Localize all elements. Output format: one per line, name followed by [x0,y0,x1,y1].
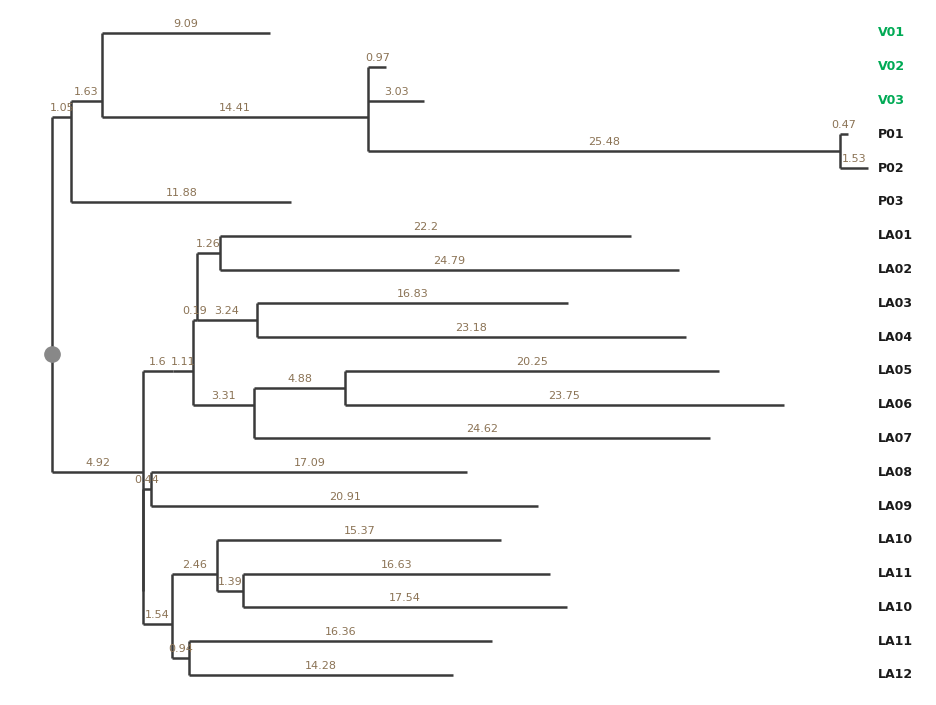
Text: 3.03: 3.03 [384,87,408,97]
Text: LA01: LA01 [877,229,913,243]
Text: 22.2: 22.2 [413,222,437,232]
Text: LA06: LA06 [877,398,912,411]
Text: 14.28: 14.28 [305,661,337,671]
Text: 16.36: 16.36 [324,627,356,637]
Text: LA11: LA11 [877,634,913,648]
Text: 24.79: 24.79 [432,255,465,266]
Text: LA10: LA10 [877,601,913,614]
Text: P01: P01 [877,128,903,141]
Text: 0.19: 0.19 [183,306,207,317]
Text: V01: V01 [877,27,904,39]
Text: 4.92: 4.92 [85,458,110,468]
Text: LA10: LA10 [877,534,913,546]
Text: 20.91: 20.91 [329,492,360,502]
Text: 16.63: 16.63 [380,560,412,570]
Text: LA08: LA08 [877,466,912,479]
Text: LA02: LA02 [877,263,913,276]
Text: 1.54: 1.54 [145,611,169,620]
Text: 16.83: 16.83 [396,289,428,300]
Text: 0.44: 0.44 [135,475,159,485]
Text: 17.09: 17.09 [293,458,325,468]
Text: 3.31: 3.31 [212,391,236,400]
Text: 1.26: 1.26 [196,238,221,249]
Text: 0.94: 0.94 [168,644,193,654]
Text: 11.88: 11.88 [166,188,197,198]
Text: 1.11: 1.11 [170,357,195,367]
Text: LA04: LA04 [877,331,913,343]
Text: 0.47: 0.47 [831,121,856,130]
Text: LA07: LA07 [877,432,913,445]
Text: 14.41: 14.41 [219,104,251,114]
Text: 3.24: 3.24 [214,306,239,317]
Text: 17.54: 17.54 [388,594,420,603]
Text: 1.53: 1.53 [841,154,865,164]
Text: 9.09: 9.09 [173,19,197,29]
Text: 1.39: 1.39 [217,577,242,587]
Text: LA05: LA05 [877,364,913,377]
Text: P02: P02 [877,161,903,175]
Text: 1.05: 1.05 [50,104,74,114]
Text: 23.75: 23.75 [548,391,579,400]
Text: 15.37: 15.37 [343,526,374,536]
Text: P03: P03 [877,195,903,209]
Text: V03: V03 [877,94,904,107]
Text: 4.88: 4.88 [286,374,312,384]
Text: LA11: LA11 [877,567,913,580]
Text: 20.25: 20.25 [516,357,548,367]
Text: LA03: LA03 [877,297,912,309]
Text: 24.62: 24.62 [466,424,498,434]
Text: 2.46: 2.46 [182,560,207,570]
Text: 25.48: 25.48 [587,137,620,147]
Text: LA12: LA12 [877,668,913,682]
Text: V02: V02 [877,61,904,73]
Text: 1.63: 1.63 [74,87,98,97]
Text: 0.97: 0.97 [364,53,389,63]
Text: 1.6: 1.6 [149,357,167,367]
Text: 23.18: 23.18 [455,323,487,333]
Text: LA09: LA09 [877,500,912,513]
